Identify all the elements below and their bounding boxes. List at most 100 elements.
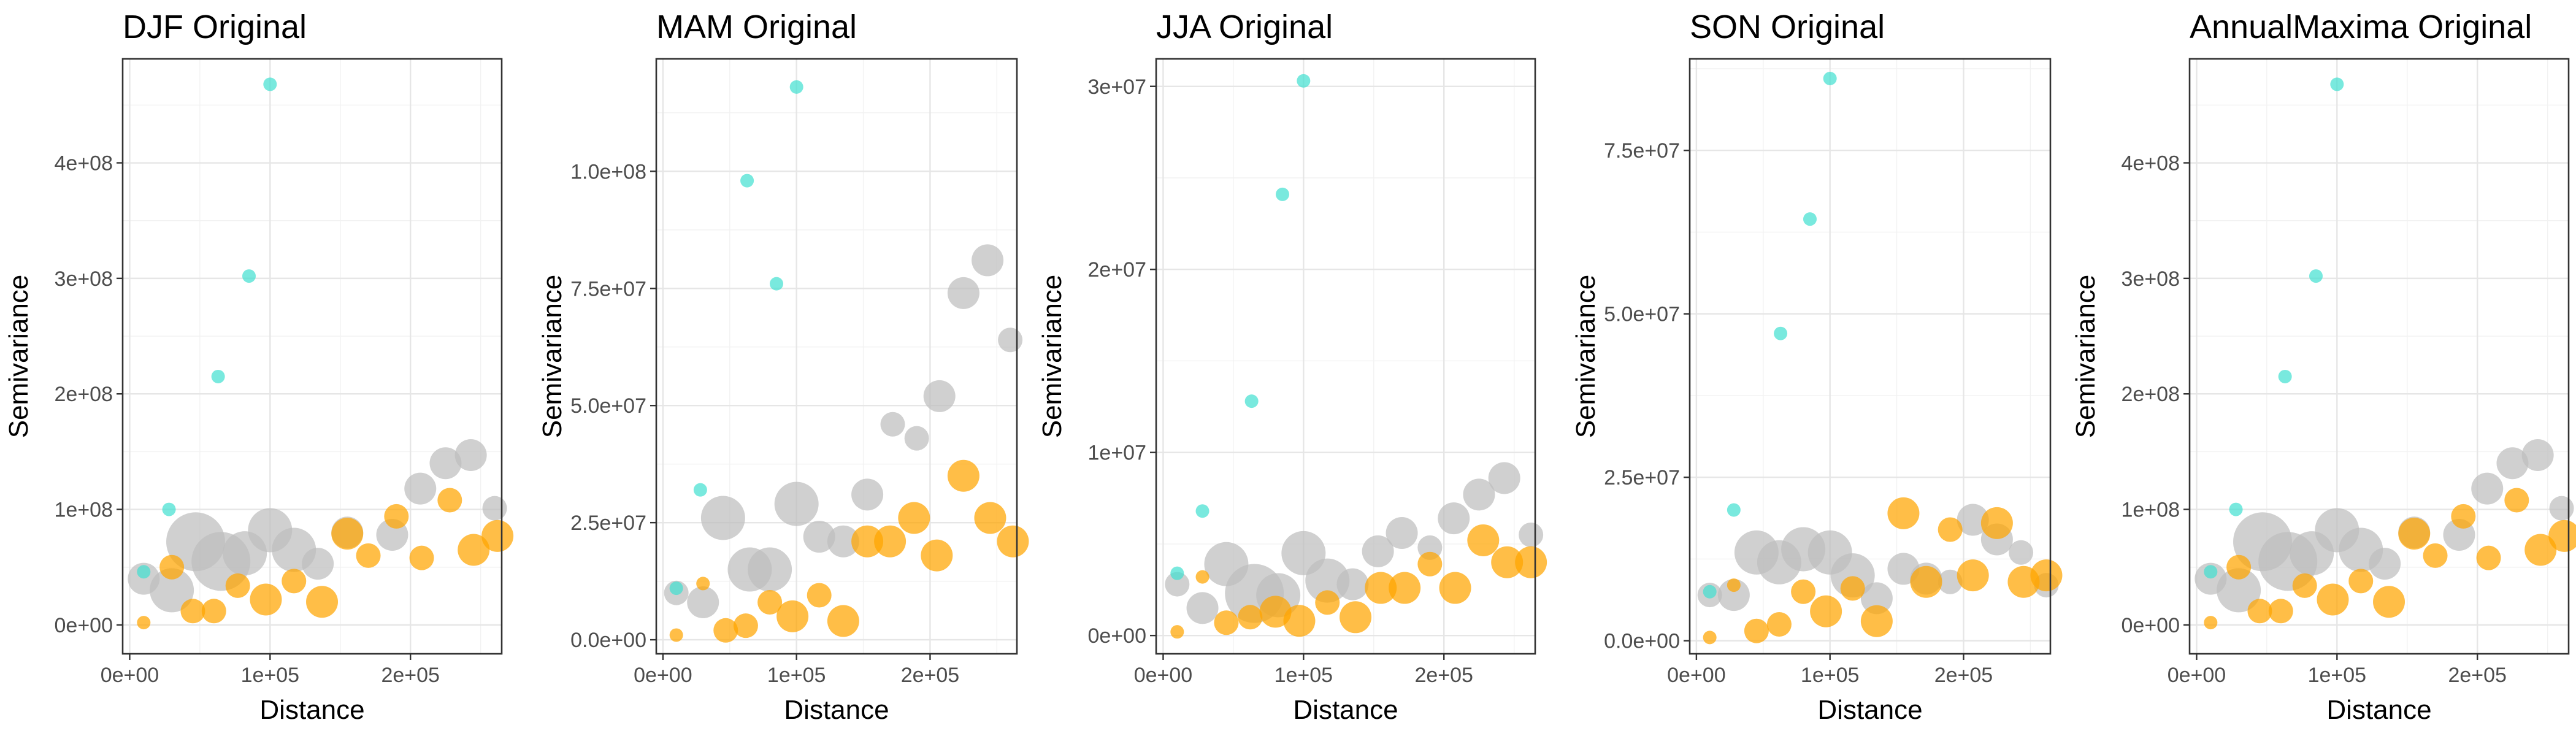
point-orange — [356, 543, 381, 568]
y-tick-label: 2.5e+07 — [570, 512, 646, 535]
point-orange — [180, 599, 205, 624]
point-orange — [921, 539, 953, 572]
point-orange — [2348, 569, 2374, 594]
point-orange — [827, 605, 859, 637]
y-tick-label: 7.5e+07 — [1604, 139, 1680, 163]
point-gray — [1386, 517, 1418, 550]
series-original — [1703, 71, 1837, 599]
y-tick-label: 0e+00 — [1088, 624, 1147, 648]
point-orange — [2292, 573, 2317, 598]
point-orange — [974, 502, 1006, 534]
panel-1: 0e+00 1e+05 2e+05 0e+00 1e+08 2e+08 3e+08 4e+08… — [4, 9, 514, 725]
plot-frame — [1689, 58, 2052, 655]
y-axis-title: Semivariance — [1037, 275, 1067, 439]
point-gray — [150, 568, 194, 613]
point-orange — [1467, 524, 1500, 556]
plot-frame — [121, 58, 503, 655]
point-gray — [851, 478, 884, 511]
point-orange — [1515, 546, 1547, 578]
point-orange — [1860, 605, 1893, 637]
series-orange — [1170, 524, 1547, 639]
point-gray — [1957, 504, 1989, 536]
panel-title: DJF Original — [123, 9, 307, 45]
point-orange — [2317, 583, 2349, 616]
point-original — [1823, 71, 1837, 85]
point-gray — [1519, 523, 1544, 547]
point-original — [1195, 504, 1209, 518]
x-axis-title: Distance — [259, 695, 364, 725]
series-orange — [2204, 488, 2576, 630]
point-original — [1703, 585, 1717, 599]
x-tick-label: 2e+05 — [381, 664, 440, 687]
y-tick-label: 1e+08 — [55, 499, 113, 522]
point-orange — [713, 618, 738, 643]
point-original — [211, 369, 225, 383]
y-tick-label: 3e+08 — [2122, 267, 2180, 291]
point-original — [770, 277, 783, 291]
series-original — [669, 80, 803, 596]
point-original — [263, 77, 277, 91]
point-gray — [429, 447, 462, 480]
point-orange — [437, 488, 462, 513]
point-orange — [1491, 546, 1524, 578]
point-gray — [774, 481, 819, 526]
point-gray — [2471, 472, 2504, 505]
point-original — [2204, 565, 2218, 579]
point-orange — [384, 504, 409, 529]
point-gray — [700, 496, 745, 540]
point-original — [137, 565, 151, 579]
panel-title: AnnualMaxima Original — [2190, 9, 2532, 45]
point-orange — [757, 589, 783, 615]
panel-2: 0e+00 1e+05 2e+05 0.0e+00 2.5e+07 5.0e+07 7.5e… — [537, 9, 1029, 725]
point-orange — [1887, 497, 1920, 529]
point-orange — [2226, 554, 2252, 580]
point-gray — [1717, 579, 1750, 611]
point-gray — [687, 586, 719, 618]
point-orange — [2524, 534, 2557, 566]
plot-frame — [655, 58, 1018, 655]
point-gray — [923, 380, 956, 412]
point-orange — [696, 577, 710, 591]
point-original — [2278, 369, 2292, 383]
x-axis-title: Distance — [2326, 695, 2431, 725]
point-original — [1244, 394, 1259, 408]
x-axis-title: Distance — [784, 695, 889, 725]
panel-5: 0e+00 1e+05 2e+05 0e+00 1e+08 2e+08 3e+08 4e+08… — [2071, 9, 2576, 725]
x-axis-title: Distance — [1817, 695, 1922, 725]
point-orange — [2504, 488, 2529, 513]
point-gray — [2521, 439, 2554, 472]
point-gray — [1938, 569, 1963, 594]
point-gray — [827, 525, 859, 558]
point-original — [1297, 74, 1311, 88]
y-tick-label: 3e+07 — [1088, 75, 1147, 99]
point-original — [789, 80, 803, 94]
point-gray — [2549, 496, 2574, 521]
y-tick-label: 5.0e+07 — [570, 394, 646, 418]
x-tick-label: 2e+05 — [1934, 664, 1993, 687]
y-tick-label: 2e+07 — [1088, 258, 1147, 282]
y-tick-label: 2e+08 — [2122, 383, 2180, 406]
point-orange — [1195, 570, 1209, 584]
panel-title: MAM Original — [656, 9, 857, 45]
point-gray — [880, 412, 905, 437]
point-orange — [137, 616, 151, 630]
point-original — [693, 483, 707, 497]
point-gray — [1463, 478, 1495, 511]
point-orange — [201, 599, 226, 624]
panel-3: 0e+00 1e+05 2e+05 0e+00 1e+07 2e+07 3e+07 JJA O… — [1037, 9, 1547, 725]
x-tick-label: 0e+00 — [634, 664, 692, 687]
point-orange — [733, 613, 758, 638]
point-orange — [997, 525, 1029, 558]
point-orange — [1417, 551, 1443, 577]
point-gray — [1860, 582, 1893, 615]
point-orange — [807, 583, 832, 608]
y-tick-label: 3e+08 — [55, 267, 113, 291]
point-orange — [2373, 586, 2405, 618]
series-orange — [137, 488, 514, 630]
point-original — [1170, 566, 1184, 580]
x-tick-label: 0e+00 — [101, 664, 159, 687]
point-orange — [1910, 565, 1942, 598]
point-original — [1803, 212, 1817, 226]
y-tick-label: 2.5e+07 — [1604, 466, 1680, 489]
